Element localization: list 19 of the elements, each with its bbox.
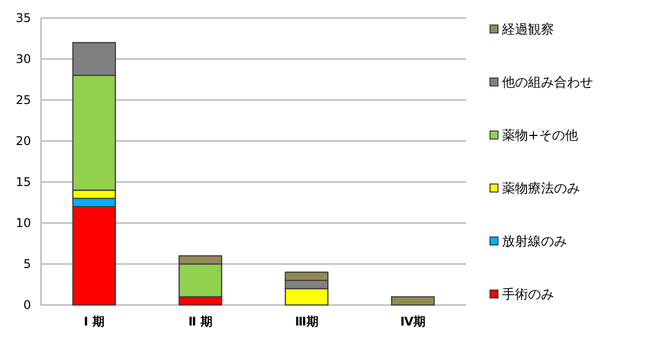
y-tick-label: 15 [16,174,31,189]
legend-label: 経過観察 [501,22,554,38]
x-tick-label: Ⅰ 期 [84,314,104,329]
y-tick-label: 35 [16,10,31,25]
y-tick-label: 25 [16,92,31,107]
x-tick-label: Ⅲ期 [294,314,318,329]
legend-label: 手術のみ [502,288,554,302]
y-tick-label: 20 [16,134,31,148]
legend-label: 薬物療法のみ [502,182,580,196]
bar [391,296,435,306]
y-tick-label: 0 [23,298,31,312]
legend-label: 放射線のみ [502,234,567,250]
y-tick-label: 5 [23,256,31,271]
legend-label: 薬物+その他 [502,128,578,144]
x-tick-label: Ⅱ 期 [188,314,212,329]
y-tick-label: 10 [16,216,31,230]
x-tick-label: Ⅳ期 [400,314,426,329]
y-tick-label: 30 [16,52,31,66]
legend-label: 他の組み合わせ [502,76,593,90]
